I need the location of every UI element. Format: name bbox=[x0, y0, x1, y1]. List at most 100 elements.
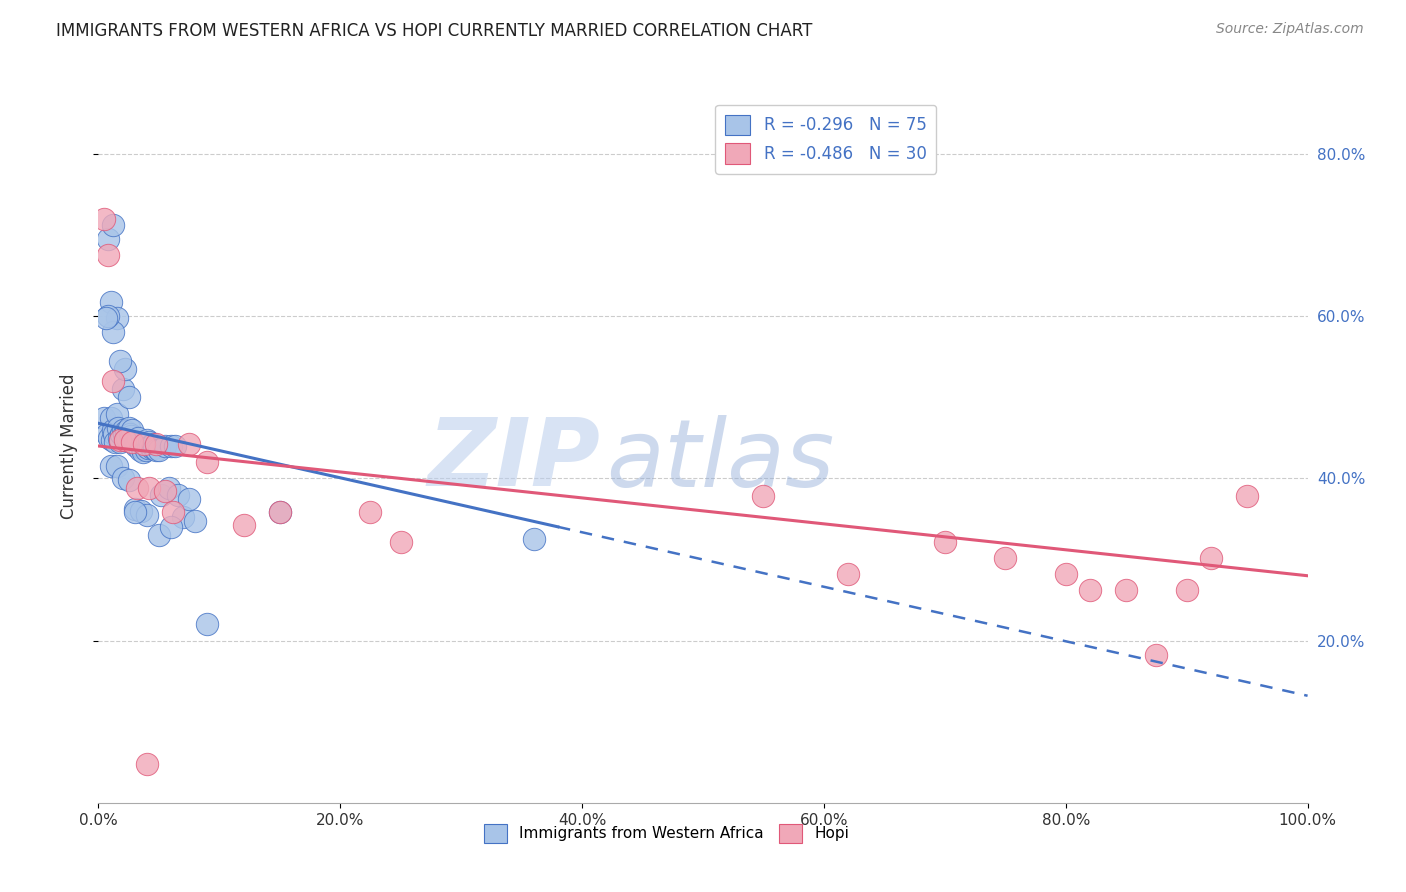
Text: Source: ZipAtlas.com: Source: ZipAtlas.com bbox=[1216, 22, 1364, 37]
Point bbox=[135, 508, 157, 522]
Point bbox=[269, 506, 291, 520]
Point bbox=[115, 425, 138, 439]
Point bbox=[269, 506, 291, 520]
Point bbox=[134, 439, 156, 453]
Point bbox=[145, 437, 167, 451]
Point bbox=[138, 481, 160, 495]
Point bbox=[100, 410, 122, 425]
Point bbox=[124, 502, 146, 516]
Point bbox=[157, 481, 180, 495]
Point bbox=[111, 423, 134, 437]
Point bbox=[142, 437, 165, 451]
Point bbox=[167, 488, 190, 502]
Point bbox=[141, 441, 163, 455]
Point bbox=[132, 445, 155, 459]
Point bbox=[131, 441, 153, 455]
Point bbox=[104, 434, 127, 449]
Point bbox=[117, 431, 139, 445]
Point bbox=[103, 426, 125, 441]
Point bbox=[111, 471, 134, 485]
Point bbox=[100, 433, 122, 447]
Point bbox=[232, 518, 254, 533]
Point bbox=[752, 489, 775, 503]
Point bbox=[994, 550, 1017, 565]
Point bbox=[1146, 648, 1168, 663]
Point bbox=[195, 617, 218, 632]
Point bbox=[114, 362, 136, 376]
Point bbox=[195, 455, 218, 469]
Point bbox=[121, 423, 143, 437]
Point bbox=[160, 439, 183, 453]
Point bbox=[1236, 489, 1258, 503]
Point bbox=[837, 567, 859, 582]
Point bbox=[100, 459, 122, 474]
Point bbox=[108, 434, 131, 449]
Point bbox=[124, 437, 146, 451]
Point bbox=[523, 533, 546, 547]
Point bbox=[93, 410, 115, 425]
Text: atlas: atlas bbox=[606, 415, 835, 506]
Point bbox=[111, 382, 134, 396]
Point bbox=[107, 421, 129, 435]
Point bbox=[179, 437, 201, 451]
Point bbox=[162, 506, 184, 520]
Point bbox=[138, 434, 160, 449]
Point bbox=[97, 232, 120, 246]
Point bbox=[124, 506, 146, 520]
Point bbox=[160, 520, 183, 534]
Point bbox=[145, 443, 167, 458]
Point bbox=[1199, 550, 1222, 565]
Point bbox=[101, 219, 124, 233]
Point bbox=[118, 390, 141, 404]
Point bbox=[1175, 583, 1198, 598]
Point bbox=[150, 488, 173, 502]
Point bbox=[101, 326, 124, 340]
Point bbox=[112, 426, 135, 441]
Point bbox=[153, 483, 176, 498]
Point bbox=[163, 439, 186, 453]
Legend: Immigrants from Western Africa, Hopi: Immigrants from Western Africa, Hopi bbox=[478, 818, 855, 848]
Point bbox=[172, 510, 194, 524]
Point bbox=[1054, 567, 1077, 582]
Point bbox=[179, 491, 201, 506]
Point bbox=[108, 354, 131, 368]
Point bbox=[98, 431, 121, 445]
Point bbox=[127, 434, 149, 449]
Point bbox=[153, 439, 176, 453]
Point bbox=[148, 443, 170, 458]
Point bbox=[127, 481, 149, 495]
Point bbox=[114, 433, 136, 447]
Point bbox=[148, 528, 170, 542]
Point bbox=[97, 248, 120, 262]
Point bbox=[184, 514, 207, 528]
Point bbox=[118, 426, 141, 441]
Point bbox=[94, 310, 117, 325]
Point bbox=[93, 211, 115, 226]
Point bbox=[129, 504, 152, 518]
Point bbox=[136, 441, 159, 455]
Point bbox=[110, 426, 132, 441]
Point bbox=[114, 433, 136, 447]
Point bbox=[105, 310, 128, 325]
Point bbox=[105, 459, 128, 474]
Point bbox=[934, 534, 956, 549]
Text: ZIP: ZIP bbox=[427, 414, 600, 507]
Point bbox=[118, 421, 141, 435]
Point bbox=[125, 439, 148, 453]
Point bbox=[143, 441, 166, 455]
Text: IMMIGRANTS FROM WESTERN AFRICA VS HOPI CURRENTLY MARRIED CORRELATION CHART: IMMIGRANTS FROM WESTERN AFRICA VS HOPI C… bbox=[56, 22, 813, 40]
Point bbox=[96, 426, 118, 441]
Point bbox=[121, 434, 143, 449]
Point bbox=[108, 431, 131, 445]
Point bbox=[135, 443, 157, 458]
Point bbox=[129, 439, 152, 453]
Point bbox=[101, 423, 124, 437]
Point bbox=[105, 407, 128, 421]
Point bbox=[128, 443, 150, 458]
Y-axis label: Currently Married: Currently Married bbox=[59, 373, 77, 519]
Point bbox=[135, 756, 157, 771]
Point bbox=[139, 439, 162, 453]
Point bbox=[122, 434, 145, 449]
Point bbox=[1115, 583, 1137, 598]
Point bbox=[1078, 583, 1101, 598]
